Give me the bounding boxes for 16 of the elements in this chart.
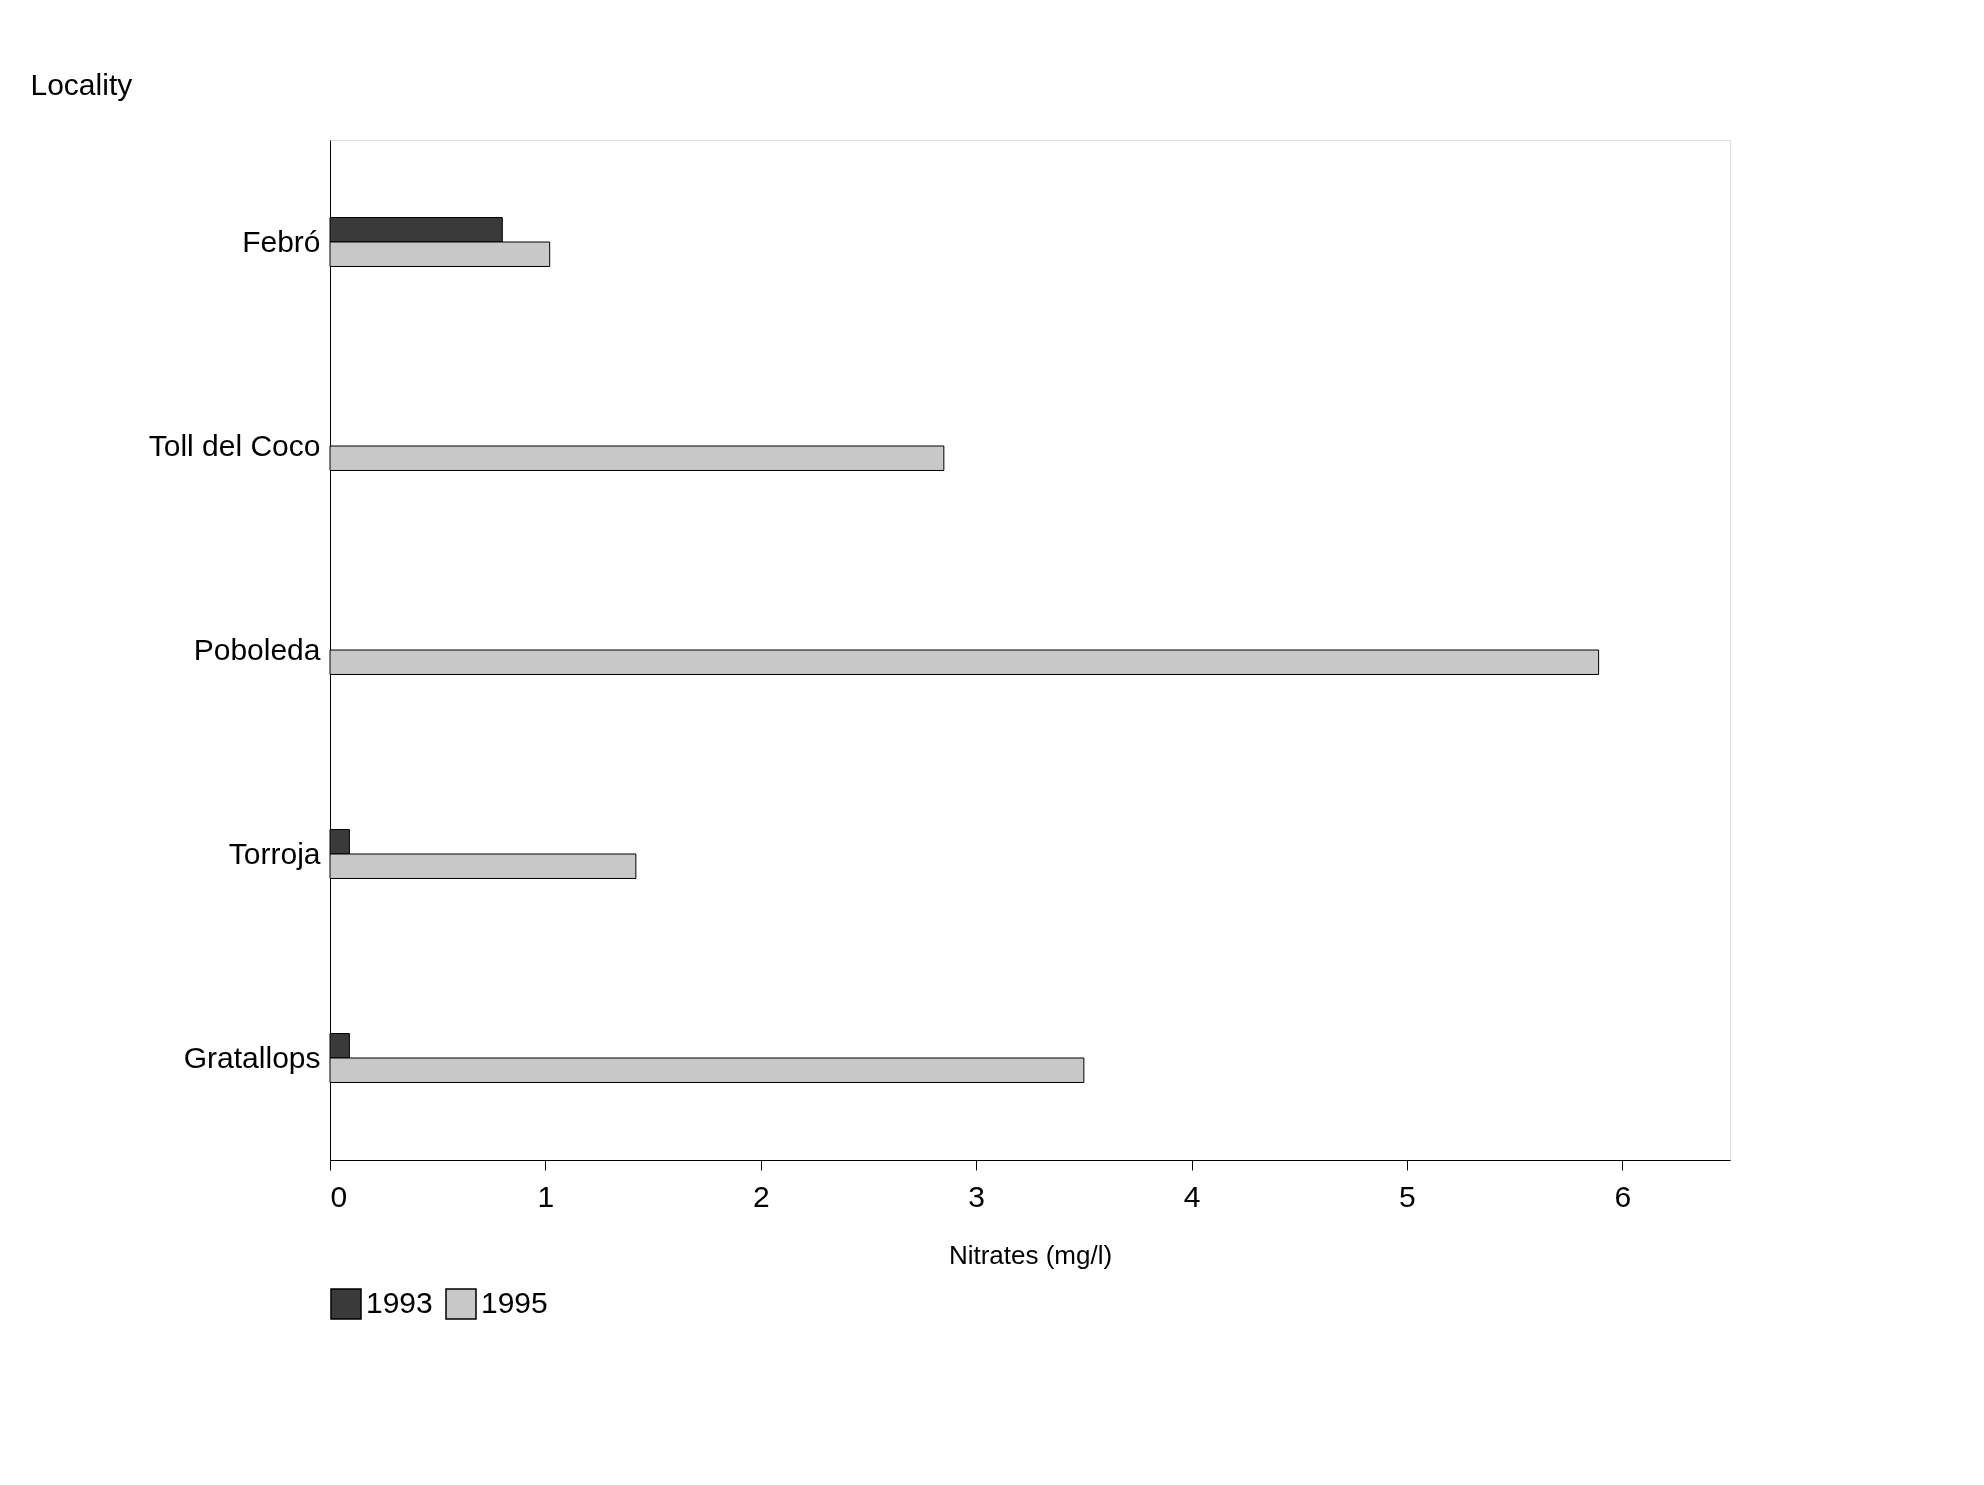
x-tick-label: 0	[330, 1179, 348, 1213]
x-tick-label: 2	[752, 1179, 770, 1213]
x-tick-label: 1	[537, 1179, 555, 1213]
y-tick-label: Torroja	[228, 836, 321, 870]
x-axis-title: Nitrates (mg/l)	[948, 1239, 1113, 1270]
x-tick-label: 4	[1183, 1179, 1201, 1213]
x-tick-label: 6	[1614, 1179, 1632, 1213]
x-tick-label: 3	[968, 1179, 985, 1213]
legend-label: 1993	[366, 1286, 433, 1319]
y-tick-label: Poboleda	[193, 632, 321, 666]
y-axis-title: Locality	[30, 67, 133, 101]
legend-label: 1995	[481, 1286, 548, 1319]
y-tick-label: Gratallops	[183, 1040, 321, 1074]
y-tick-label: Toll del Coco	[148, 428, 321, 462]
y-tick-label: Febró	[242, 224, 321, 258]
x-tick-label: 5	[1399, 1179, 1416, 1213]
